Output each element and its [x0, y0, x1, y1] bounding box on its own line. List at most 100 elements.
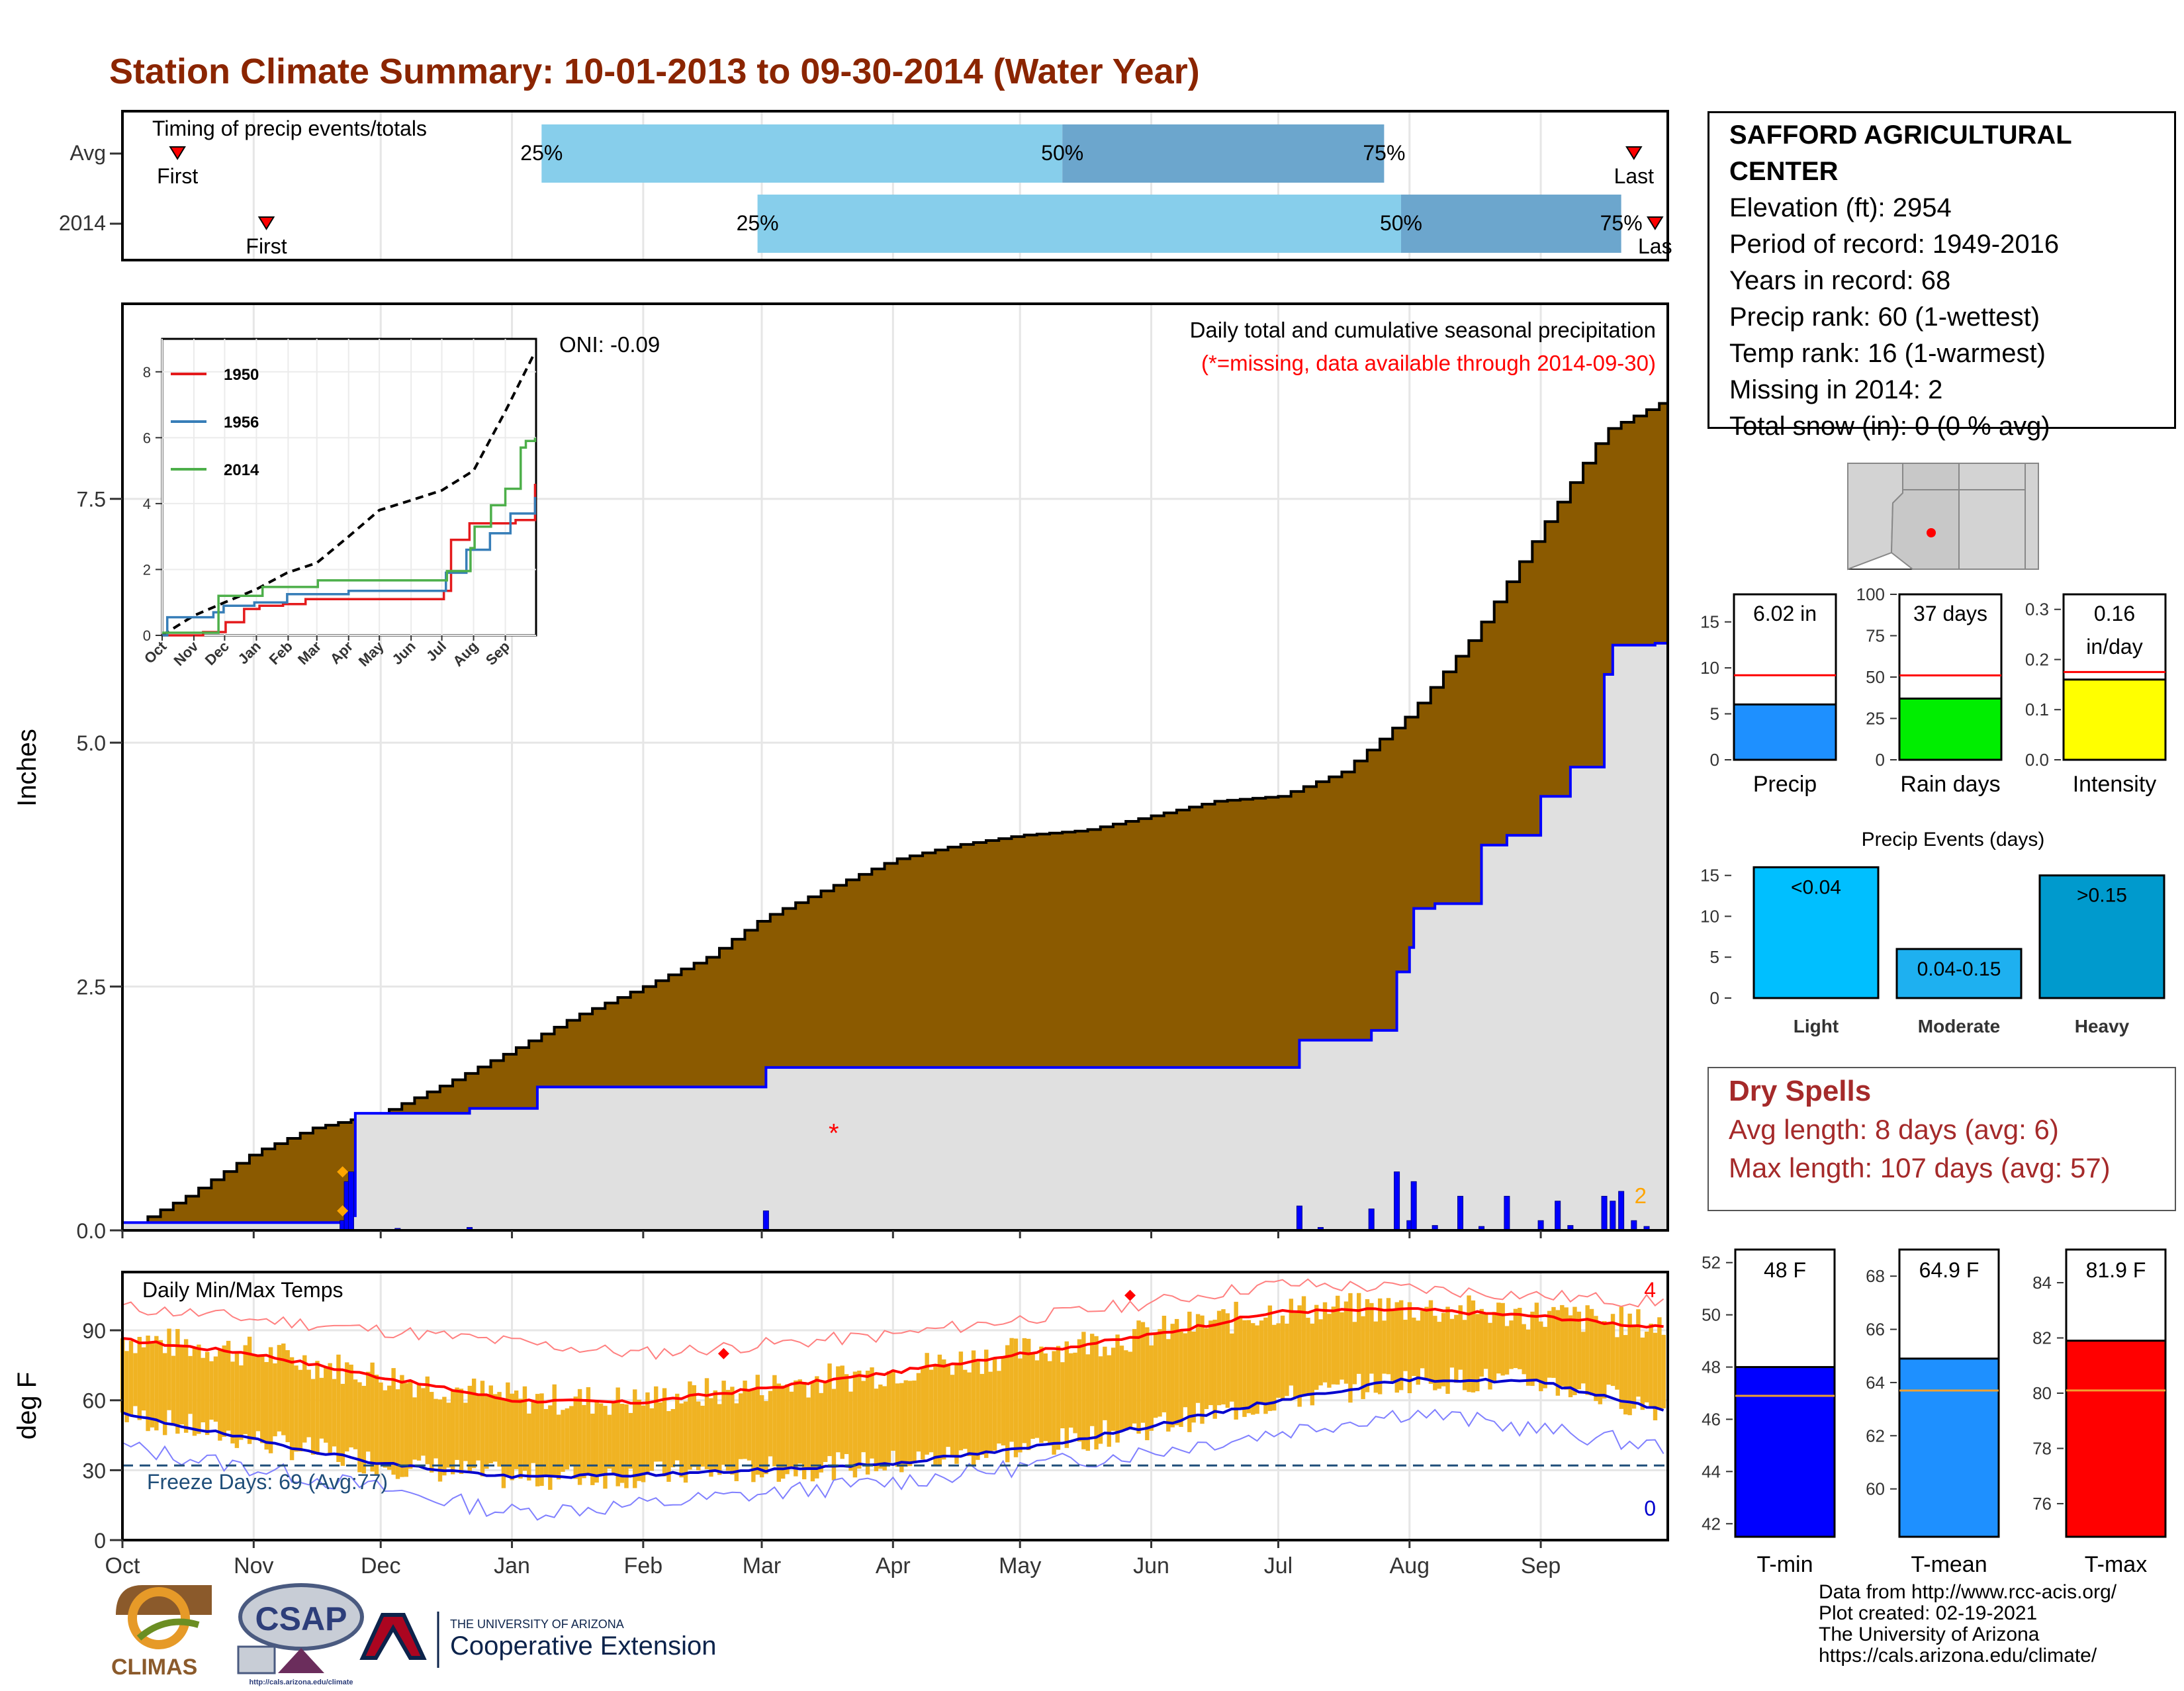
daily-temp-bar: [416, 1383, 422, 1461]
daily-temp-bar: [641, 1405, 646, 1483]
timing-first-label: First: [246, 234, 287, 258]
daily-temp-bar: [226, 1340, 231, 1431]
climas-logo: CLIMAS: [111, 1585, 212, 1680]
daily-temp-bar: [692, 1385, 697, 1467]
dry-spells-avg: Avg length: 8 days (avg: 6): [1729, 1114, 2059, 1145]
daily-temp-bar: [717, 1404, 722, 1475]
timing-p50-label: 50%: [1041, 141, 1083, 165]
inset-y-tick-label: 4: [143, 496, 151, 512]
daily-temp-bar: [251, 1353, 256, 1440]
credit-line: Data from http://www.rcc-acis.org/: [1819, 1581, 2117, 1603]
daily-temp-bar: [1492, 1312, 1497, 1383]
daily-temp-bar: [1221, 1309, 1226, 1405]
daily-temp-bar: [675, 1393, 680, 1461]
daily-temp-bar: [1420, 1310, 1425, 1369]
summary-value-label: 0.16: [2094, 602, 2135, 625]
record-high-count: 4: [1644, 1278, 1656, 1302]
x-tick-label: Mar: [743, 1553, 782, 1578]
y-tick-label: 5.0: [77, 731, 106, 755]
timing-first-label: First: [157, 164, 198, 188]
daily-temp-bar: [146, 1335, 150, 1432]
summary-y-tick-label: 0.2: [2025, 649, 2049, 669]
temp-summary-y-tick-label: 50: [1702, 1305, 1721, 1325]
daily-temp-bar: [1255, 1325, 1259, 1414]
daily-temp-bar: [230, 1361, 235, 1443]
daily-temp-bar: [1230, 1333, 1234, 1402]
record-high-marker: [717, 1348, 729, 1359]
summary-y-tick-label: 15: [1700, 612, 1719, 632]
daily-temp-bar: [865, 1371, 870, 1475]
daily-temp-bar: [861, 1381, 866, 1453]
temp-summary-y-tick-label: 84: [2032, 1273, 2052, 1293]
temp-summary-bar-label: T-mean: [1911, 1552, 1987, 1577]
daily-temp-bar: [1280, 1315, 1285, 1400]
daily-temp-bar: [577, 1389, 582, 1485]
daily-temp-bar: [1306, 1318, 1310, 1396]
daily-temp-bar: [619, 1403, 625, 1483]
daily-temp-bar: [1048, 1361, 1052, 1445]
daily-temp-bar: [1085, 1354, 1090, 1451]
daily-temp-bar: [886, 1371, 891, 1463]
credit-line: https://cals.arizona.edu/climate/: [1819, 1645, 2097, 1667]
daily-temp-bar: [1314, 1304, 1319, 1390]
daily-temp-bar: [463, 1402, 468, 1461]
daily-temp-bar: [527, 1413, 531, 1481]
daily-temp-bar: [543, 1408, 549, 1476]
daily-temp-bar: [1551, 1306, 1556, 1378]
daily-temp-bar: [882, 1386, 887, 1471]
daily-temp-bar: [467, 1385, 472, 1473]
events-range-label: <0.04: [1791, 876, 1841, 898]
summary-y-tick-label: 0.3: [2025, 600, 2049, 619]
summary-y-tick-label: 75: [1866, 626, 1885, 646]
daily-temp-bar: [154, 1336, 159, 1431]
daily-precip-bar: [1410, 1181, 1417, 1231]
credit-line: Plot created: 02-19-2021: [1819, 1602, 2038, 1624]
daily-temp-bar: [345, 1362, 349, 1452]
daily-temp-bar: [615, 1387, 620, 1486]
inset-line-1956: [162, 496, 537, 637]
temp-summary-y-tick-label: 68: [1866, 1266, 1885, 1286]
temp-summary-y-tick-label: 66: [1866, 1320, 1885, 1340]
daily-temp-bar: [1390, 1308, 1395, 1381]
daily-temp-bar: [455, 1387, 459, 1460]
ua-logo-top: THE UNIVERSITY OF ARIZONA: [450, 1618, 624, 1631]
record-high-marker: [1124, 1289, 1136, 1301]
daily-temp-bar: [1289, 1299, 1294, 1386]
daily-temp-bar: [459, 1389, 464, 1475]
ua-logo: THE UNIVERSITY OF ARIZONA Cooperative Ex…: [359, 1612, 716, 1668]
daily-temp-bar: [1424, 1306, 1429, 1379]
daily-temp-bar: [476, 1394, 480, 1461]
daily-temp-bar: [772, 1375, 777, 1467]
daily-temp-bar: [1060, 1362, 1065, 1429]
inset-legend-label: 1950: [224, 366, 259, 384]
daily-temp-bar: [1136, 1320, 1141, 1434]
temp-y-axis: 0 30 60 90: [82, 1319, 122, 1553]
temp-summary-bar-label: T-min: [1757, 1552, 1813, 1577]
daily-temp-bar: [594, 1400, 599, 1483]
daily-temp-bar: [1195, 1314, 1201, 1403]
daily-temp-bar: [848, 1391, 853, 1471]
daily-temp-bar: [243, 1345, 248, 1434]
temp-summary-bars: 42 44 46 48 50 52 48 F T-min 60 62 64 66 68 64.9 F T-m…: [1702, 1248, 2167, 1577]
precip-missing-note: (*=missing, data available through 2014-…: [1201, 351, 1656, 375]
daily-temp-bar: [984, 1349, 989, 1458]
daily-temp-bar: [1246, 1320, 1251, 1414]
daily-temp-bar: [764, 1400, 768, 1475]
daily-temp-bar: [1216, 1310, 1222, 1406]
daily-temp-bar: [1174, 1318, 1179, 1426]
daily-temp-bar: [1547, 1310, 1552, 1378]
temp-summary-y-tick-label: 82: [2032, 1328, 2052, 1348]
daily-temp-bar: [1124, 1350, 1128, 1431]
temp-summary-value-label: 48 F: [1764, 1258, 1806, 1282]
daily-temp-bar: [150, 1341, 155, 1428]
temp-summary-y-tick-label: 80: [2032, 1383, 2052, 1403]
daily-temp-bar: [878, 1384, 883, 1469]
freeze-days-label: Freeze Days: 69 (Avg:77): [147, 1470, 388, 1494]
summary-y-tick-label: 5: [1710, 704, 1719, 724]
daily-temp-bar: [430, 1392, 434, 1473]
daily-temp-bar: [612, 1402, 616, 1474]
daily-temp-bar: [1645, 1331, 1649, 1402]
x-tick-label: Dec: [361, 1553, 400, 1578]
daily-temp-bar: [400, 1375, 404, 1477]
record-high-line: [122, 1278, 1664, 1360]
